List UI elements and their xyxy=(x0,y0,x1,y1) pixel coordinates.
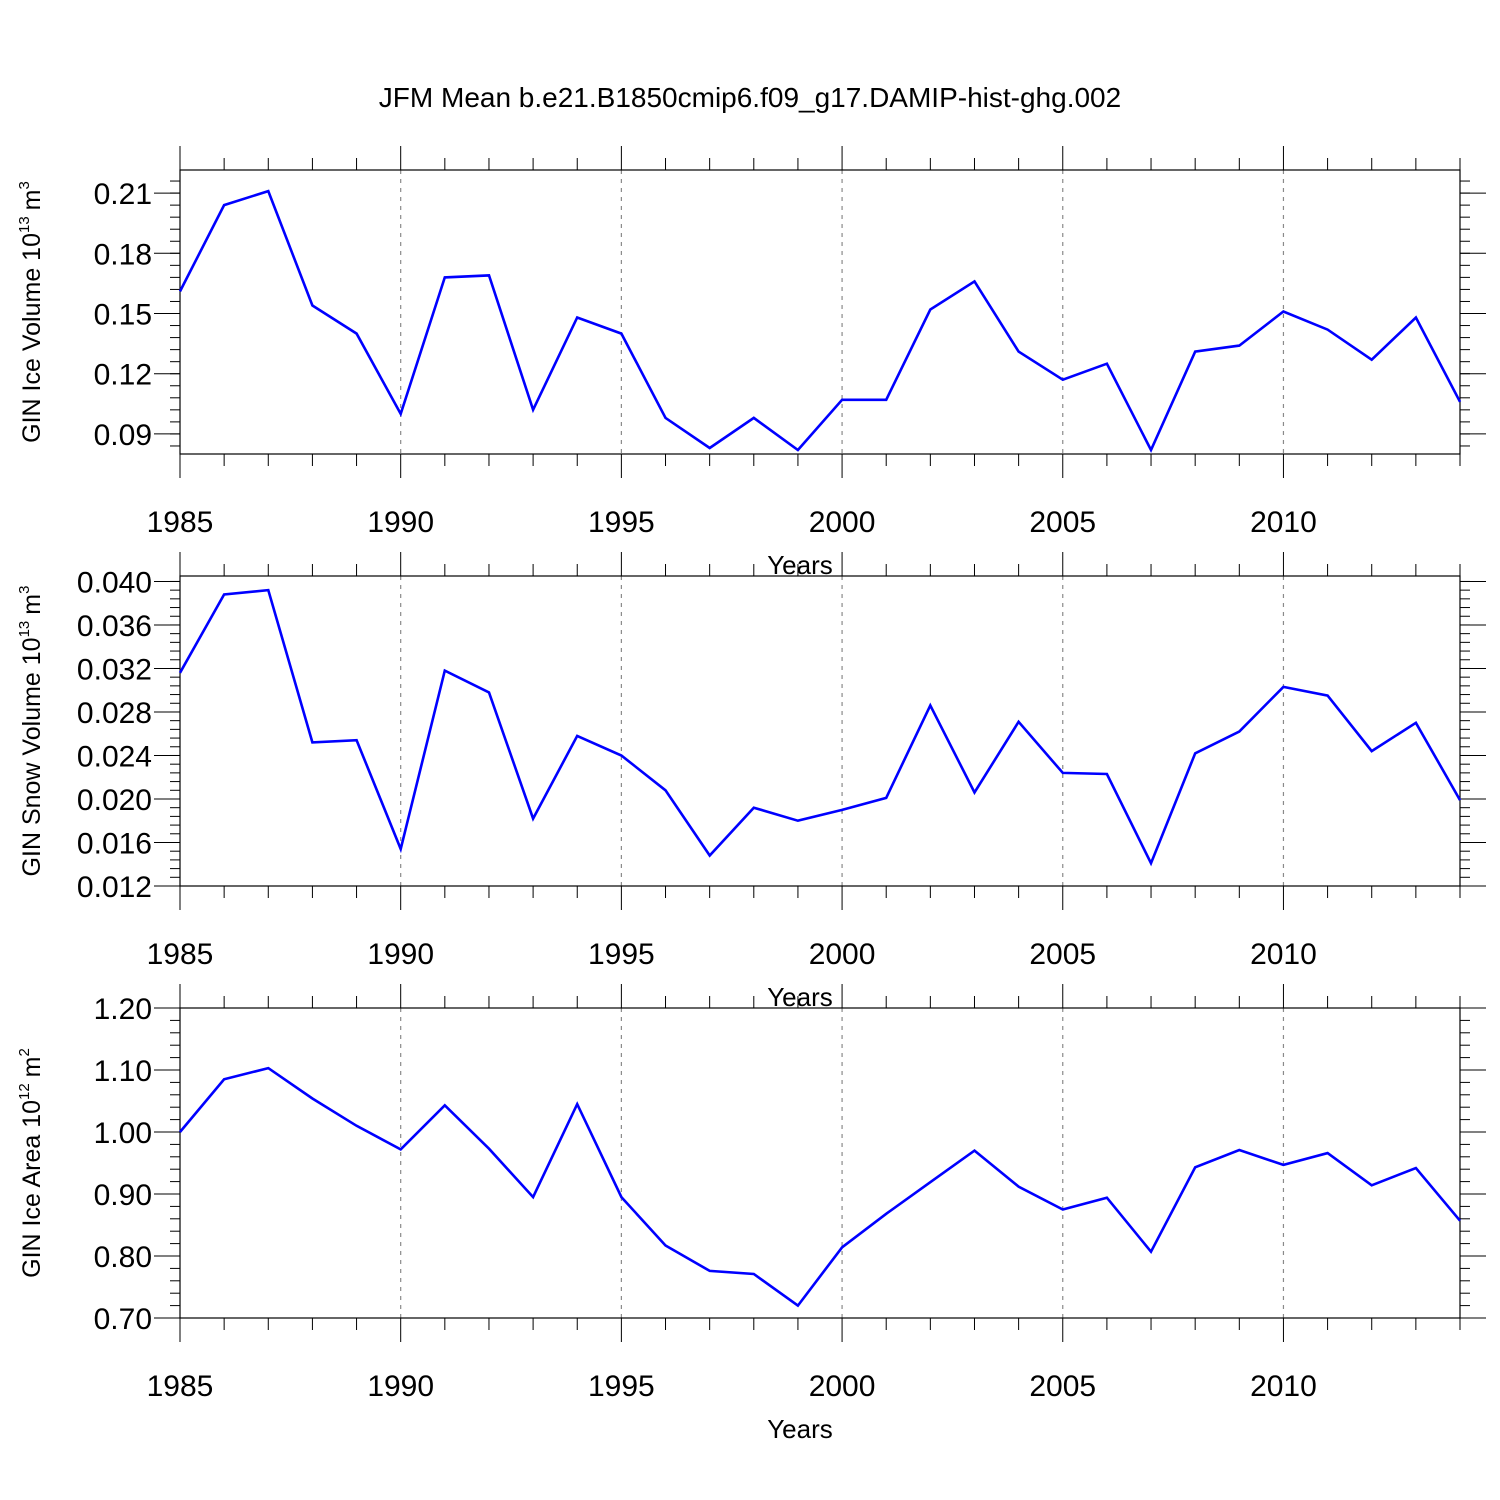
snow-volume-y-tick-label: 0.040 xyxy=(77,566,152,599)
snow-volume-x-tick-label: 1990 xyxy=(367,938,434,971)
ice-area-x-tick-label: 2010 xyxy=(1250,1370,1317,1403)
snow-volume-plot-frame xyxy=(179,575,1461,887)
ice-volume-x-tick-label: 2005 xyxy=(1029,506,1096,539)
snow-volume-y-tick-label: 0.020 xyxy=(77,784,152,817)
ice-volume-x-tick-label: 1990 xyxy=(367,506,434,539)
ice-area-x-tick-label: 2000 xyxy=(809,1370,876,1403)
ice-area-series-line xyxy=(179,1066,1461,1308)
ice-volume-panel: 0.09 0.12 0.15 0.18 0.21 1985 1990 1995 2000 2005… xyxy=(16,146,1486,580)
snow-volume-y-tick-label: 0.028 xyxy=(77,697,152,730)
snow-volume-x-axis-title: Years xyxy=(767,982,833,1012)
ice-volume-x-tick-label: 2000 xyxy=(809,506,876,539)
ice-volume-x-tick-label: 1985 xyxy=(147,506,214,539)
snow-volume-x-tick-label: 1985 xyxy=(147,938,214,971)
ice-area-plot-frame xyxy=(179,1007,1461,1319)
ice-volume-y-axis-title: GIN Ice Volume 1013m3 xyxy=(16,181,46,443)
snow-volume-x-tick-label: 2000 xyxy=(809,938,876,971)
snow-volume-y-tick-label: 0.036 xyxy=(77,610,152,643)
ice-area-y-tick-label: 0.90 xyxy=(94,1179,152,1212)
ice-volume-y-tick-label: 0.21 xyxy=(94,178,152,211)
ice-area-x-axis-title: Years xyxy=(767,1414,833,1444)
ice-volume-y-tick-label: 0.09 xyxy=(94,419,152,452)
snow-volume-x-tick-label: 2010 xyxy=(1250,938,1317,971)
ice-volume-x-axis-title: Years xyxy=(767,550,833,580)
ice-area-x-tick-label: 1985 xyxy=(147,1370,214,1403)
ice-area-x-tick-label: 1995 xyxy=(588,1370,655,1403)
snow-volume-y-axis-title: GIN Snow Volume 1013m3 xyxy=(16,586,46,877)
ice-area-y-tick-label: 0.70 xyxy=(94,1303,152,1336)
snow-volume-y-tick-label: 0.016 xyxy=(77,827,152,860)
ice-volume-series-line xyxy=(178,189,1462,454)
ice-volume-y-tick-label: 0.15 xyxy=(94,299,152,332)
ice-area-x-tick-label: 2005 xyxy=(1029,1370,1096,1403)
ice-volume-plot-frame xyxy=(179,169,1461,455)
ice-area-y-tick-label: 1.20 xyxy=(94,993,152,1026)
snow-volume-x-tick-label: 2005 xyxy=(1029,938,1096,971)
ice-volume-x-tick-label: 2010 xyxy=(1250,506,1317,539)
figure-title: JFM Mean b.e21.B1850cmip6.f09_g17.DAMIP-… xyxy=(379,82,1121,113)
ice-volume-y-tick-label: 0.12 xyxy=(94,359,152,392)
snow-volume-panel: 0.012 0.016 0.020 0.024 0.028 0.032 0.036 0.040… xyxy=(16,552,1486,1012)
ice-volume-x-tick-label: 1995 xyxy=(588,506,655,539)
snow-volume-y-tick-label: 0.032 xyxy=(77,653,152,686)
snow-volume-x-tick-label: 1995 xyxy=(588,938,655,971)
ice-area-y-tick-label: 1.10 xyxy=(94,1055,152,1088)
snow-volume-y-tick-label: 0.024 xyxy=(77,740,152,773)
snow-volume-series-line xyxy=(178,588,1462,867)
ice-area-panel: 0.70 0.80 0.90 1.00 1.10 1.20 1985 1990 1995 2000… xyxy=(16,984,1486,1444)
ice-area-y-tick-label: 1.00 xyxy=(94,1117,152,1150)
ice-volume-y-tick-label: 0.18 xyxy=(94,238,152,271)
ice-area-y-axis-title: GIN Ice Area 1012m2 xyxy=(16,1048,46,1278)
ice-area-y-tick-label: 0.80 xyxy=(94,1241,152,1274)
snow-volume-y-tick-label: 0.012 xyxy=(77,871,152,904)
ice-area-x-tick-label: 1990 xyxy=(367,1370,434,1403)
